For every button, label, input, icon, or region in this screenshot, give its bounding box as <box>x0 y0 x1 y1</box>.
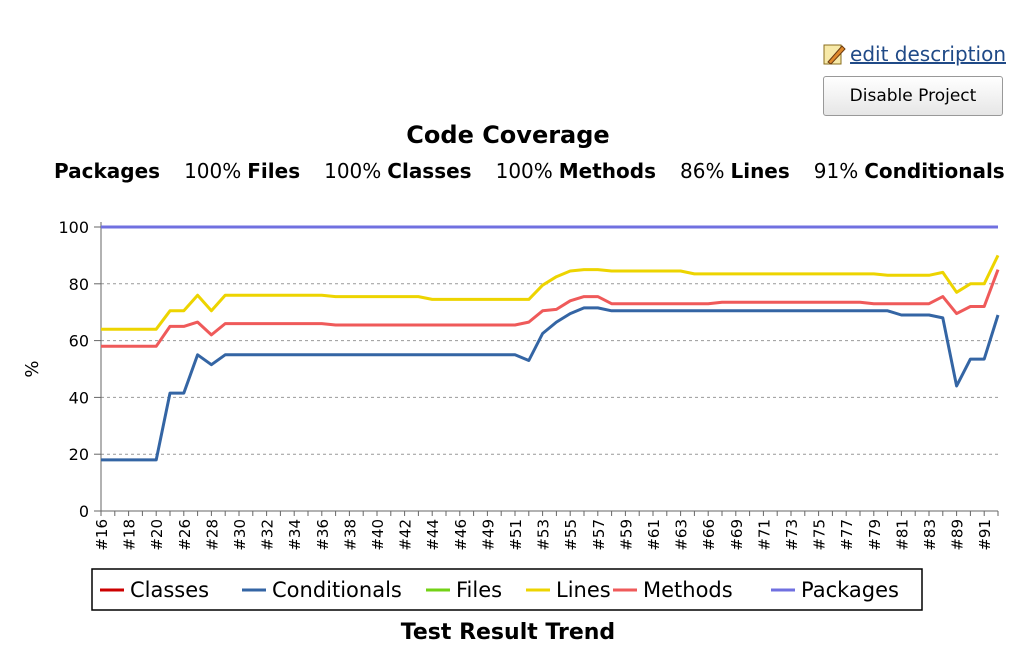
x-tick-label: #30 <box>231 519 249 551</box>
stat-name: Classes <box>387 159 472 183</box>
stat-value: 91% <box>813 159 859 183</box>
x-tick-label: #75 <box>811 519 829 551</box>
x-tick-label: #46 <box>452 519 470 551</box>
x-tick-label: #38 <box>341 519 359 551</box>
x-tick-label: #59 <box>617 519 635 551</box>
x-tick-label: #71 <box>755 519 773 551</box>
stat-name: Packages <box>54 159 161 183</box>
stat-value: 100% <box>184 159 242 183</box>
legend-label: Lines <box>556 578 611 602</box>
x-tick-label: #66 <box>700 519 718 551</box>
series-line <box>101 269 1000 348</box>
legend-label: Packages <box>801 578 899 602</box>
x-tick-label: #57 <box>590 519 608 551</box>
stat-name: Files <box>247 159 301 183</box>
legend-item: Methods <box>613 578 733 602</box>
x-tick-label: #61 <box>645 519 663 551</box>
x-tick-label: #81 <box>893 519 911 551</box>
x-tick-label: #36 <box>314 519 332 551</box>
edit-icon <box>823 44 846 65</box>
legend-item: Conditionals <box>242 578 402 602</box>
legend-item: Packages <box>771 578 899 602</box>
x-tick-label: #42 <box>397 519 415 551</box>
disable-button[interactable]: Disable Project <box>823 76 1003 116</box>
legend-label: Methods <box>643 578 733 602</box>
y-axis-title: % <box>22 360 43 377</box>
stat-name: Methods <box>558 159 657 183</box>
stats: Packages 100% Files 100% Classes 100% Methods 8… <box>54 158 1005 184</box>
stat-name: Lines <box>730 159 790 183</box>
stat-value: 100% <box>324 159 382 183</box>
x-tick-label: #34 <box>286 519 304 551</box>
x-tick-label: #18 <box>121 519 139 551</box>
stat-value: 100% <box>495 159 553 183</box>
y-tick-label: 40 <box>69 388 89 407</box>
x-tick-label: #55 <box>562 519 580 551</box>
legend-item: Lines <box>526 578 611 602</box>
x-tick-label: #51 <box>507 519 525 551</box>
legend-label: Conditionals <box>272 578 402 602</box>
y-tick-label: 60 <box>69 332 89 351</box>
x-tick-label: #20 <box>148 519 166 551</box>
x-tick-label: #16 <box>93 519 111 551</box>
legend-label: Files <box>456 578 502 602</box>
legend <box>91 568 923 611</box>
x-tick-label: #26 <box>176 519 194 551</box>
x-tick-label: #79 <box>866 519 884 551</box>
edit-text[interactable]: edit description <box>850 42 1006 66</box>
x-tick-label: #77 <box>838 519 856 551</box>
series-line <box>101 254 1000 331</box>
x-tick-label: #44 <box>424 519 442 551</box>
x-tick-label: #73 <box>783 519 801 551</box>
legend-label: Classes <box>130 578 209 602</box>
y-tick-label: 0 <box>79 502 89 521</box>
x-tick-label: #53 <box>535 519 553 551</box>
x-tick-label: #49 <box>479 519 497 551</box>
x-tick-label: #32 <box>259 519 277 551</box>
x-tick-label: #91 <box>976 519 994 551</box>
x-tick-label: #28 <box>203 519 221 551</box>
edit-link[interactable]: edit description <box>822 42 1006 66</box>
stat-value: 86% <box>680 159 725 183</box>
stat-name: Conditionals <box>864 159 1005 183</box>
y-tick-label: 100 <box>58 218 89 237</box>
x-tick-label: #89 <box>949 519 967 551</box>
x-tick-label: #69 <box>728 519 746 551</box>
y-tick-label: 80 <box>69 275 89 294</box>
legend-item: Classes <box>100 578 209 602</box>
y-tick-label: 20 <box>69 445 89 464</box>
x-tick-label: #40 <box>369 519 387 551</box>
x-axis-title: Test Result Trend <box>401 620 615 645</box>
series-line <box>101 306 1000 462</box>
legend-item: Files <box>426 578 502 602</box>
x-tick-label: #83 <box>921 519 939 551</box>
chart-title: Code Coverage <box>406 121 609 149</box>
x-tick-label: #63 <box>673 519 691 551</box>
